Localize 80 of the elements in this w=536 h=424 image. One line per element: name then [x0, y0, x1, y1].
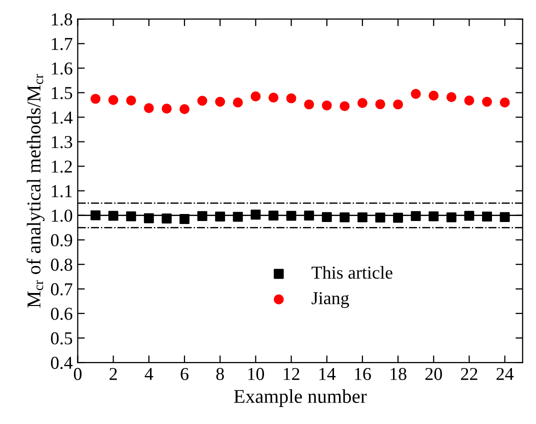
x-tick-label: 24	[496, 368, 514, 380]
point	[162, 214, 172, 224]
x-axis-title: Example number	[234, 389, 367, 407]
point	[393, 212, 404, 223]
y-tick-label: 0.9	[50, 234, 72, 246]
y-tick-label: 1.0	[52, 210, 72, 222]
y-tick-label: 1.1	[52, 185, 72, 198]
point	[340, 212, 350, 222]
point	[428, 211, 439, 222]
point	[410, 211, 421, 222]
point	[197, 96, 208, 106]
legend-label: Jiang	[312, 292, 350, 308]
x-tick-label: 0	[74, 368, 82, 380]
point	[162, 104, 172, 114]
point	[250, 91, 261, 102]
y-tick-label: 1.3	[52, 136, 72, 148]
point	[304, 210, 314, 221]
point	[197, 211, 208, 222]
y-tick-label: 1.6	[52, 62, 72, 75]
point	[286, 93, 296, 104]
point	[126, 211, 136, 222]
y-tick-label: 0.8	[50, 258, 72, 271]
y-tick-label: 0.7	[50, 283, 72, 296]
x-tick-label: 16	[355, 368, 371, 380]
point	[108, 95, 118, 106]
point	[268, 210, 278, 221]
point	[232, 98, 243, 108]
point	[322, 212, 332, 222]
point	[340, 101, 350, 112]
point	[304, 99, 314, 110]
y-tick-label: 0.6	[50, 308, 72, 320]
y-tick-label: 1.4	[52, 112, 73, 124]
point	[180, 104, 190, 114]
x-tick-label: 8	[216, 368, 224, 380]
y-axis-title: M$_{cr}$ of analytical methods/M$_{cr}$	[26, 74, 45, 308]
point	[250, 210, 261, 220]
point	[322, 100, 332, 110]
x-tick-label: 12	[284, 368, 300, 380]
point	[90, 210, 100, 220]
point	[482, 96, 492, 107]
x-tick-label: 14	[319, 368, 336, 380]
point	[410, 88, 421, 99]
y-tick-label: 1.5	[52, 87, 72, 100]
x-tick-label: 20	[425, 368, 442, 380]
point	[393, 99, 404, 110]
point	[500, 98, 510, 108]
point	[180, 214, 190, 224]
point	[464, 210, 474, 221]
point	[482, 212, 492, 222]
point	[232, 212, 243, 222]
point	[215, 212, 226, 222]
x-tick-label: 22	[460, 368, 478, 380]
x-tick-label: 2	[110, 368, 117, 380]
point	[108, 210, 118, 221]
point	[500, 212, 510, 222]
point	[126, 96, 136, 106]
y-tick-label: 1.7	[52, 38, 72, 50]
point	[446, 92, 456, 102]
point	[268, 92, 278, 103]
x-tick-label: 6	[180, 368, 188, 380]
point	[375, 212, 386, 223]
point	[90, 94, 100, 104]
point	[375, 99, 386, 110]
point	[428, 90, 439, 101]
y-tick-label: 1.2	[52, 160, 72, 173]
y-tick-label: 1.8	[52, 13, 72, 26]
point	[446, 212, 456, 222]
point	[464, 96, 474, 106]
y-tick-label: 0.5	[50, 332, 72, 345]
point	[144, 103, 154, 114]
x-tick-label: 10	[248, 368, 264, 380]
point	[357, 98, 368, 108]
legend-label: This article	[312, 266, 392, 279]
point	[215, 96, 226, 107]
point	[286, 210, 296, 221]
point	[144, 213, 154, 224]
x-tick-label: 4	[144, 368, 154, 380]
point	[357, 212, 368, 222]
y-tick-label: 0.4	[50, 356, 73, 370]
x-tick-label: 18	[390, 368, 406, 380]
